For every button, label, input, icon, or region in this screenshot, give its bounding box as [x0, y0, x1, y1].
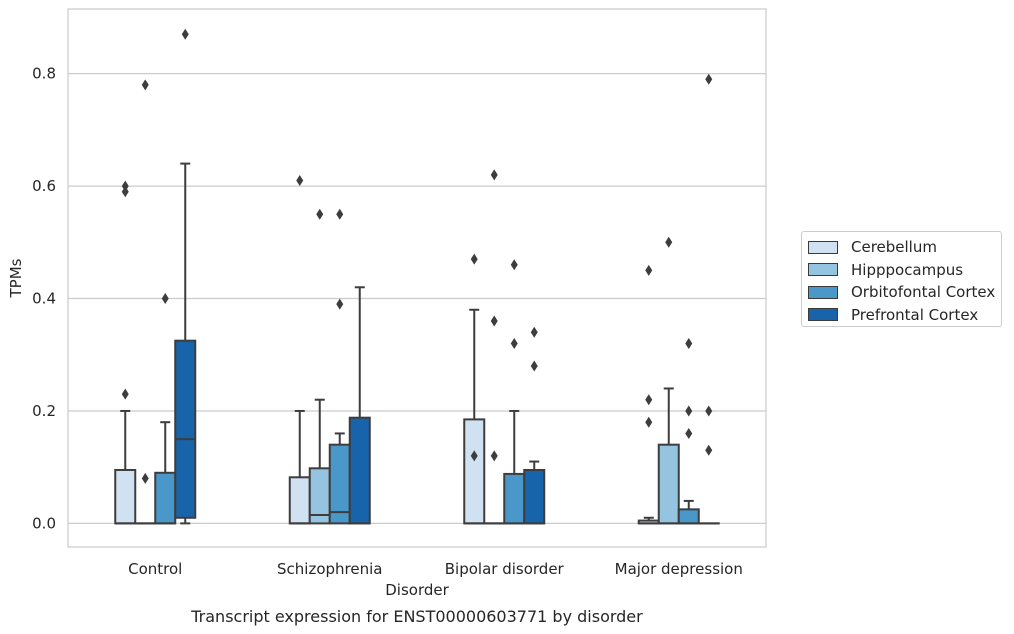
outlier-point — [316, 208, 324, 220]
outlier-point — [705, 405, 713, 417]
outlier-point — [490, 450, 498, 462]
box-3-0 — [174, 28, 197, 525]
x-tick-label: Control — [128, 560, 182, 578]
outlier-point — [685, 405, 693, 417]
box-0-1 — [288, 174, 311, 525]
box-1-0 — [134, 79, 157, 525]
legend-swatch — [808, 308, 838, 322]
box-body — [154, 471, 177, 525]
x-tick-label: Schizophrenia — [277, 560, 382, 578]
box-0-0 — [114, 180, 137, 525]
box-2-0 — [154, 293, 177, 525]
legend-swatch — [808, 240, 838, 254]
boxes-layer — [114, 28, 720, 525]
box-2-2 — [503, 259, 526, 525]
legend-label: Cerebellum — [851, 238, 937, 257]
x-axis-label: Disorder — [385, 581, 449, 599]
box-3-3 — [697, 73, 720, 525]
x-tick-label: Major depression — [615, 560, 743, 578]
y-tick-label: 0.2 — [32, 402, 56, 420]
box-body — [677, 508, 700, 525]
box-body — [463, 418, 486, 525]
y-tick-labels: 0.0 0.2 0.4 0.6 0.8 — [32, 65, 56, 533]
outlier-point — [121, 180, 129, 192]
outlier-point — [490, 169, 498, 181]
outlier-point — [121, 186, 129, 198]
legend-label: Hipppocampus — [851, 260, 964, 279]
box-2-1 — [328, 208, 351, 525]
legend-swatch — [808, 285, 838, 299]
outlier-point — [121, 388, 129, 400]
outlier-point — [510, 259, 518, 271]
outlier-point — [181, 28, 189, 40]
outlier-point — [336, 298, 344, 310]
outlier-point — [510, 337, 518, 349]
outlier-point — [645, 264, 653, 276]
outlier-point — [685, 427, 693, 439]
outlier-point — [705, 73, 713, 85]
outlier-point — [336, 208, 344, 220]
outlier-point — [665, 236, 673, 248]
x-tick-labels: Control Schizophrenia Bipolar disorder Majo… — [128, 560, 743, 578]
outlier-point — [470, 450, 478, 462]
legend-label: Prefrontal Cortex — [851, 305, 979, 324]
y-tick-label: 0.8 — [32, 65, 56, 83]
outlier-point — [470, 253, 478, 265]
box-1-3 — [657, 236, 680, 525]
outlier-point — [141, 472, 149, 484]
box-3-2 — [523, 326, 546, 525]
box-1-2 — [483, 169, 506, 525]
legend-item-cerebellum: Cerebellum — [808, 236, 1001, 259]
outlier-point — [530, 326, 538, 338]
outlier-point — [645, 394, 653, 406]
legend-swatch — [808, 263, 838, 277]
box-body — [503, 472, 526, 525]
outlier-point — [645, 416, 653, 428]
legend-item-hippocampus: Hipppocampus — [808, 259, 1001, 282]
box-body — [657, 443, 680, 525]
box-body — [348, 416, 371, 525]
plot-frame — [67, 8, 767, 548]
legend-item-prefrontal-cortex: Prefrontal Cortex — [808, 304, 1001, 327]
box-1-1 — [308, 208, 331, 525]
chart-caption: Transcript expression for ENST0000060377… — [190, 607, 643, 626]
box-2-3 — [677, 337, 700, 525]
outlier-point — [141, 79, 149, 91]
outlier-point — [161, 293, 169, 305]
y-tick-label: 0.4 — [32, 290, 56, 308]
box-body — [114, 468, 137, 525]
outlier-point — [530, 360, 538, 372]
legend: Cerebellum Hipppocampus Orbitofontal Cor… — [801, 231, 1002, 327]
box-body — [523, 468, 546, 525]
outlier-point — [490, 315, 498, 327]
legend-item-orbitofrontal-cortex: Orbitofontal Cortex — [808, 281, 1001, 304]
outlier-point — [705, 444, 713, 456]
outlier-point — [296, 174, 304, 186]
y-tick-label: 0.0 — [32, 514, 56, 532]
legend-label: Orbitofontal Cortex — [851, 283, 996, 302]
outlier-point — [685, 337, 693, 349]
box-0-2 — [463, 253, 486, 525]
box-body — [174, 339, 197, 519]
box-3-1 — [348, 286, 371, 525]
box-body — [288, 476, 311, 525]
y-tick-label: 0.6 — [32, 177, 56, 195]
x-tick-label: Bipolar disorder — [445, 560, 565, 578]
y-axis-label: TPMs — [7, 258, 25, 298]
